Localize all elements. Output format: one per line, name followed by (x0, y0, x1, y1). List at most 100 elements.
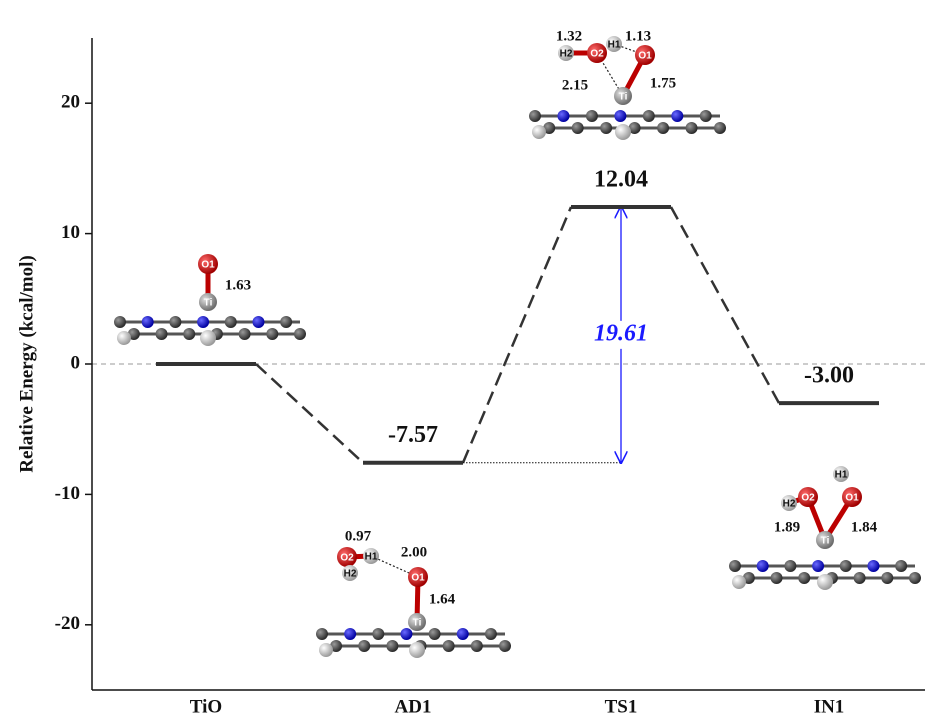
framework-atom (854, 572, 866, 584)
x-tick-label: TiO (190, 696, 222, 717)
bond-length: 1.84 (851, 519, 878, 535)
atom-label: H2 (560, 49, 573, 60)
framework-atom (252, 316, 264, 328)
framework-atom (200, 330, 216, 346)
framework-atom (344, 628, 356, 640)
framework-atom (557, 110, 569, 122)
framework-atom (372, 628, 384, 640)
framework-atom (798, 572, 810, 584)
framework-atom (183, 328, 195, 340)
framework-atom (485, 628, 497, 640)
framework-atom (197, 316, 209, 328)
framework-atom (615, 124, 631, 140)
framework-atom (225, 316, 237, 328)
framework-atom (643, 110, 655, 122)
y-tick-label: -20 (55, 613, 80, 634)
framework-atom (686, 122, 698, 134)
framework-atom (671, 110, 683, 122)
framework-atom (600, 122, 612, 134)
bond-length: 1.13 (625, 28, 651, 44)
framework-atom (532, 125, 546, 139)
framework-atom (457, 628, 469, 640)
bond-length: 1.63 (225, 277, 251, 293)
atom-label: H1 (835, 470, 848, 481)
framework-atom (817, 574, 833, 590)
framework-atom (714, 122, 726, 134)
y-tick-label: 10 (61, 222, 80, 243)
framework-atom (499, 640, 511, 652)
barrier-label: 19.61 (594, 320, 648, 346)
framework-atom (732, 575, 746, 589)
framework-atom (729, 560, 741, 572)
framework-atom (266, 328, 278, 340)
atom-label: O2 (340, 553, 354, 564)
bond-length: 1.64 (429, 591, 456, 607)
atom-label: H1 (608, 40, 621, 51)
framework-atom (280, 316, 292, 328)
framework-atom (881, 572, 893, 584)
framework-atom (386, 640, 398, 652)
framework-atom (142, 316, 154, 328)
atom-label: Ti (619, 92, 628, 103)
framework-atom (771, 572, 783, 584)
connector (256, 364, 363, 463)
bond-length: 1.89 (774, 519, 800, 535)
framework-atom (443, 640, 455, 652)
framework-atom (784, 560, 796, 572)
y-axis-label: Relative Energy (kcal/mol) (16, 255, 37, 472)
framework-atom (471, 640, 483, 652)
framework-atom (586, 110, 598, 122)
atom-label: O1 (201, 260, 215, 271)
y-tick-label: -10 (55, 483, 80, 504)
framework-atom (239, 328, 251, 340)
bond-length: 0.97 (345, 528, 372, 544)
structure: O1 Ti 1.63 (114, 254, 306, 346)
chart: Relative Energy (kcal/mol) -20 -10 0 10 20 O1… (0, 0, 929, 722)
value-label: -7.57 (388, 422, 438, 448)
value-label: -3.00 (804, 363, 854, 389)
y-tick-label: 0 (71, 352, 81, 373)
framework-atom (529, 110, 541, 122)
framework-atom (909, 572, 921, 584)
connector (463, 207, 571, 463)
framework-atom (757, 560, 769, 572)
framework-atom (812, 560, 824, 572)
x-tick-label: AD1 (395, 696, 432, 717)
framework-atom (429, 628, 441, 640)
framework-atom (114, 316, 126, 328)
atom-label: Ti (204, 298, 213, 309)
framework-atom (117, 331, 131, 345)
y-tick-label: 20 (61, 92, 80, 113)
framework-atom (840, 560, 852, 572)
atom-label: Ti (821, 536, 830, 547)
framework-atom (400, 628, 412, 640)
structure: O1 Ti O2 H1 H2 0.97 2.00 1.64 (316, 528, 511, 658)
atom-label: H2 (344, 569, 357, 580)
framework-atom (316, 628, 328, 640)
x-tick-label: TS1 (605, 696, 638, 717)
framework-atom (572, 122, 584, 134)
atom-label: Ti (413, 618, 422, 629)
atom-label: O1 (411, 573, 425, 584)
framework-atom (867, 560, 879, 572)
framework-atom (319, 643, 333, 657)
value-label: 12.04 (594, 166, 648, 192)
atom-label: H1 (365, 552, 378, 563)
framework-atom (169, 316, 181, 328)
framework-atom (156, 328, 168, 340)
framework-atom (409, 642, 425, 658)
framework-atom (294, 328, 306, 340)
connector (671, 207, 779, 403)
atom-label: H2 (783, 499, 796, 510)
framework-atom (657, 122, 669, 134)
x-tick-label: IN1 (814, 696, 845, 717)
framework-atom (358, 640, 370, 652)
bond-length: 2.15 (562, 77, 588, 93)
atom-label: O1 (845, 493, 859, 504)
framework-atom (614, 110, 626, 122)
bond-length: 1.75 (650, 75, 676, 91)
bond-length: 2.00 (401, 544, 427, 560)
framework-atom (700, 110, 712, 122)
